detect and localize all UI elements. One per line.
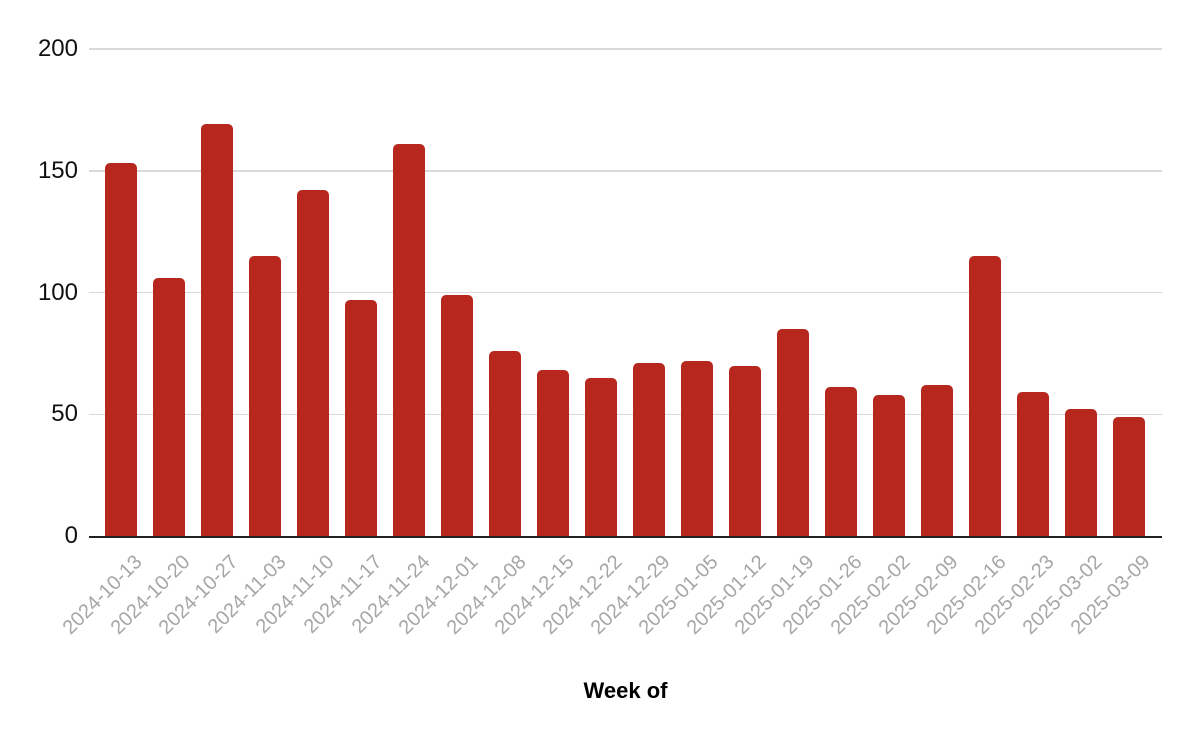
bar bbox=[873, 394, 905, 536]
bar bbox=[825, 387, 857, 536]
bar bbox=[585, 377, 617, 536]
bar bbox=[105, 163, 137, 536]
bar bbox=[681, 360, 713, 536]
y-gridline bbox=[89, 291, 1162, 294]
bar bbox=[969, 255, 1001, 536]
y-gridline bbox=[89, 413, 1162, 415]
bar bbox=[921, 385, 953, 536]
bar bbox=[345, 299, 377, 536]
bar bbox=[201, 124, 233, 536]
bar bbox=[1017, 392, 1049, 536]
bar bbox=[633, 363, 665, 536]
bar bbox=[297, 190, 329, 536]
y-gridline bbox=[89, 170, 1162, 172]
bar bbox=[489, 350, 521, 536]
bar bbox=[249, 255, 281, 536]
bar bbox=[777, 329, 809, 536]
bar bbox=[729, 365, 761, 536]
y-axis-tick-label: 100 bbox=[37, 278, 78, 306]
y-axis-tick-label: 50 bbox=[51, 400, 78, 428]
x-axis-baseline bbox=[89, 536, 1162, 538]
x-axis-title: Week of bbox=[583, 678, 668, 703]
y-axis-tick-label: 200 bbox=[37, 35, 78, 62]
bar bbox=[153, 277, 185, 536]
y-axis-tick-label: 150 bbox=[37, 156, 78, 184]
y-gridline bbox=[89, 48, 1162, 50]
bar bbox=[393, 143, 425, 536]
bar bbox=[537, 370, 569, 536]
bar bbox=[1113, 416, 1145, 536]
bar bbox=[1065, 409, 1097, 536]
bar bbox=[441, 294, 473, 536]
y-axis-tick-label: 0 bbox=[64, 522, 78, 549]
